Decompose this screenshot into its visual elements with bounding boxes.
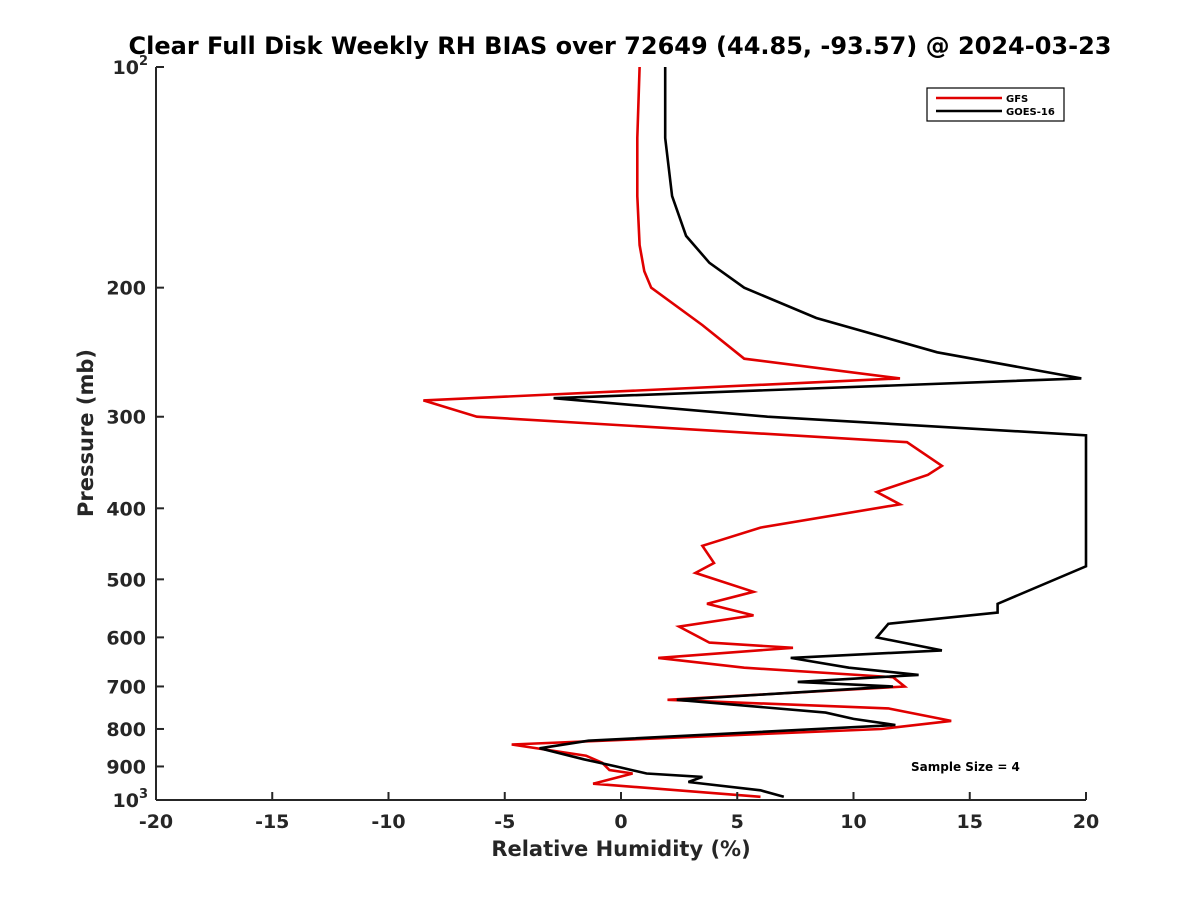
legend-box [926,87,1065,122]
y-tick-label: 103 [113,787,149,812]
legend-label-goes16: GOES-16 [1006,107,1055,118]
chart-title: Clear Full Disk Weekly RH BIAS over 7264… [129,32,1112,60]
y-tick-label: 600 [106,627,146,649]
x-tick-label: -10 [371,811,405,833]
series-line-goes16 [539,67,1088,799]
sample-size-annotation: Sample Size = 4 [911,760,1020,774]
x-tick-label: -5 [494,811,515,833]
x-tick-label: 20 [1073,811,1099,833]
y-tick-label: 700 [106,676,146,698]
series-layer [423,66,1088,799]
y-ticks: 102 200 300 400 500 600 700 800 900 103 [106,54,164,812]
plot-area: -20 -15 -10 -5 0 5 10 15 20 102 200 300 400 500 600 70… [106,54,1099,833]
x-tick-label: -20 [139,811,173,833]
y-tick-label: 800 [106,719,146,741]
x-tick-label: 5 [731,811,744,833]
x-tick-label: 15 [957,811,983,833]
x-tick-label: 0 [614,811,627,833]
y-tick-label: 400 [106,498,146,520]
legend-label-gfs: GFS [1006,94,1028,105]
x-axis-label: Relative Humidity (%) [491,837,750,861]
x-tick-label: -15 [255,811,289,833]
legend: GFS GOES-16 [926,87,1065,122]
y-tick-label: 500 [106,569,146,591]
y-tick-label: 900 [106,756,146,778]
y-tick-label: 200 [106,278,146,300]
x-ticks: -20 -15 -10 -5 0 5 10 15 20 [139,792,1099,833]
y-axis-label: Pressure (mb) [74,349,98,517]
y-tick-label: 300 [106,407,146,429]
x-tick-label: 10 [840,811,866,833]
y-tick-label: 102 [113,54,149,79]
series-line-gfs [423,66,952,799]
